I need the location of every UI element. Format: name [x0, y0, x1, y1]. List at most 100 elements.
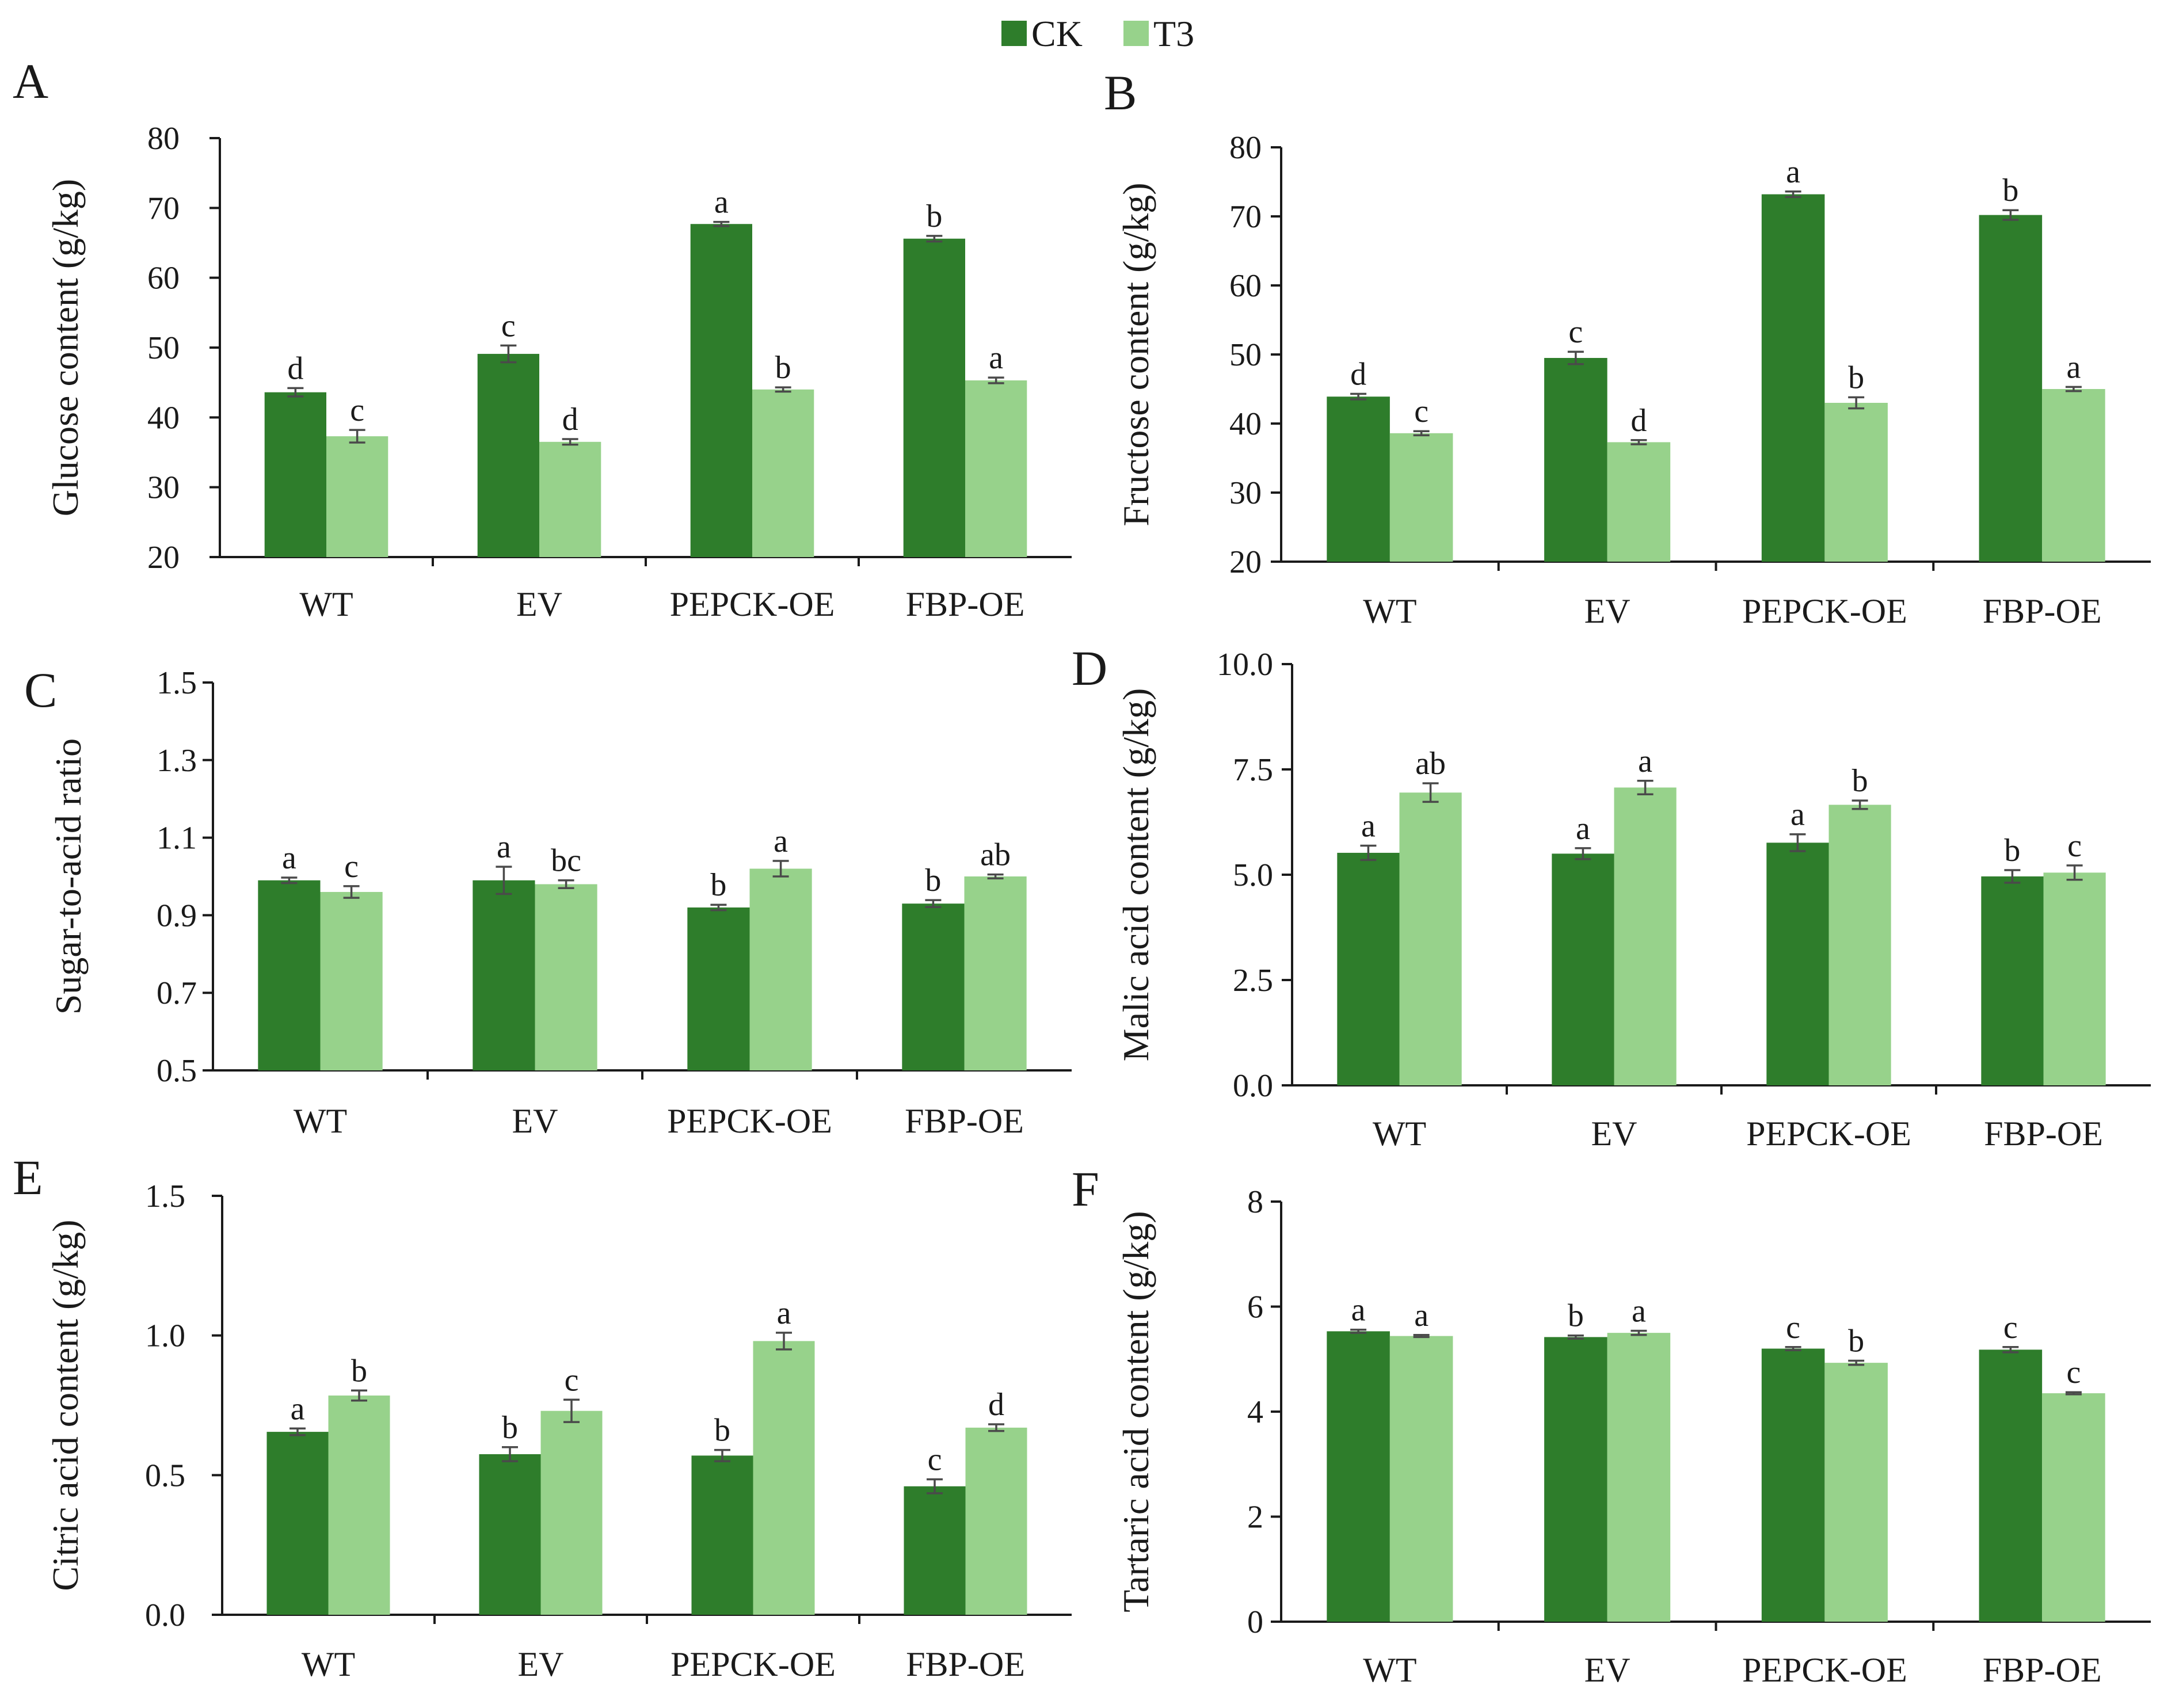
bar-T3-FBP-OE: [2042, 389, 2105, 562]
y-tick-label: 1.1: [157, 821, 197, 856]
chart-panel-D: D 0.0 2.5 5.0 7.5 10.0 Malic acid content (g/k…: [1072, 640, 2151, 1153]
x-category-label: FBP-OE: [906, 1645, 1025, 1683]
bar-CK-WT: [264, 392, 326, 557]
panel-letter: A: [13, 54, 48, 109]
x-category-label: EV: [1584, 1651, 1631, 1689]
x-category-label: FBP-OE: [1983, 592, 2102, 630]
bar-T3-WT: [328, 1396, 390, 1615]
y-tick-label: 80: [1229, 130, 1262, 166]
significance-label: a: [291, 1391, 305, 1427]
panel-letter: B: [1104, 65, 1137, 120]
bar-CK-PEPCK-OE: [690, 224, 752, 557]
significance-label: a: [989, 340, 1003, 376]
x-category-label: PEPCK-OE: [671, 1645, 836, 1683]
significance-label: b: [2004, 833, 2020, 868]
x-category-label: WT: [299, 585, 353, 623]
y-tick-label: 70: [147, 190, 180, 226]
bar-CK-WT: [1337, 852, 1400, 1085]
bar-T3-PEPCK-OE: [752, 389, 814, 557]
significance-label: a: [1786, 154, 1800, 190]
significance-label: b: [1568, 1298, 1584, 1334]
significance-label: b: [502, 1410, 518, 1446]
bar-CK-PEPCK-OE: [1766, 842, 1829, 1085]
bar-T3-PEPCK-OE: [753, 1341, 815, 1615]
bar-T3-PEPCK-OE: [749, 868, 812, 1070]
significance-label: b: [1848, 360, 1864, 395]
bar-CK-EV: [473, 880, 535, 1070]
significance-label: a: [1414, 1298, 1428, 1333]
y-tick-label: 1.5: [145, 1179, 185, 1214]
panel-letter: D: [1072, 640, 1107, 696]
bar-T3-EV: [1614, 787, 1677, 1085]
chart-panel-C: C 0.5 0.7 0.9 1.1 1.3 1.5 Sugar-to-acid ratio WT…: [24, 662, 1072, 1140]
y-tick-label: 40: [1229, 406, 1262, 442]
y-tick-label: 50: [147, 330, 180, 366]
significance-label: ab: [1415, 746, 1446, 781]
x-category-label: PEPCK-OE: [1742, 1651, 1907, 1689]
significance-label: a: [1638, 744, 1652, 779]
y-tick-label: 2: [1247, 1500, 1263, 1535]
significance-label: b: [1852, 763, 1868, 799]
significance-label: d: [287, 350, 303, 386]
x-category-label: EV: [518, 1645, 564, 1683]
x-category-label: FBP-OE: [1983, 1651, 2102, 1689]
bar-CK-WT: [1327, 1331, 1390, 1622]
x-category-label: WT: [302, 1645, 355, 1683]
bar-T3-WT: [326, 436, 388, 557]
x-category-label: EV: [512, 1102, 558, 1140]
bar-CK-EV: [1544, 1337, 1607, 1622]
y-tick-label: 7.5: [1233, 752, 1273, 788]
bar-CK-PEPCK-OE: [691, 1455, 753, 1615]
y-tick-label: 8: [1247, 1184, 1263, 1220]
bar-T3-FBP-OE: [2042, 1393, 2105, 1622]
legend-swatch-T3: [1123, 21, 1149, 46]
y-tick-label: 40: [147, 400, 180, 436]
bar-T3-PEPCK-OE: [1824, 403, 1888, 562]
bar-T3-WT: [1389, 433, 1453, 562]
chart-panel-F: F 0 2 4 6 8 Tartaric acid content (g/kg) WT a a EV…: [1072, 1161, 2151, 1689]
y-tick-label: 0.5: [145, 1458, 185, 1493]
bar-T3-FBP-OE: [965, 1427, 1027, 1615]
significance-label: c: [565, 1362, 579, 1398]
x-category-label: PEPCK-OE: [667, 1102, 832, 1140]
bar-CK-EV: [477, 353, 539, 557]
significance-label: d: [1631, 403, 1647, 439]
bar-CK-FBP-OE: [1979, 1349, 2043, 1622]
significance-label: ab: [980, 837, 1011, 873]
significance-label: c: [1414, 394, 1428, 429]
panel-letter: F: [1072, 1161, 1099, 1217]
bar-T3-EV: [539, 441, 601, 557]
legend-label-T3: T3: [1153, 13, 1194, 54]
y-tick-label: 1.5: [157, 665, 197, 701]
y-tick-label: 6: [1247, 1290, 1263, 1325]
significance-label: c: [2066, 1355, 2081, 1390]
y-tick-label: 0.0: [145, 1598, 185, 1633]
significance-label: a: [1791, 797, 1805, 833]
significance-label: c: [501, 308, 516, 344]
legend: CK T3: [1001, 13, 1194, 54]
bar-T3-EV: [1607, 1333, 1671, 1622]
significance-label: c: [928, 1442, 942, 1478]
bar-T3-EV: [1607, 442, 1671, 562]
significance-label: b: [2002, 173, 2018, 208]
x-category-label: EV: [516, 585, 562, 623]
bar-T3-FBP-OE: [965, 380, 1027, 557]
significance-label: d: [1350, 356, 1366, 392]
bar-CK-EV: [479, 1454, 541, 1615]
y-axis-title: Fructose content (g/kg): [1115, 182, 1156, 526]
legend-swatch-CK: [1001, 21, 1027, 46]
x-category-label: PEPCK-OE: [670, 585, 835, 623]
bar-CK-PEPCK-OE: [687, 907, 750, 1070]
x-category-label: WT: [294, 1102, 347, 1140]
y-tick-label: 70: [1229, 199, 1262, 235]
bar-CK-EV: [1544, 358, 1607, 562]
significance-label: a: [282, 840, 296, 876]
x-category-label: FBP-OE: [1984, 1115, 2103, 1153]
significance-label: c: [2067, 828, 2082, 864]
significance-label: bc: [551, 843, 581, 879]
y-tick-label: 80: [147, 121, 180, 157]
y-tick-label: 30: [147, 470, 180, 506]
significance-label: a: [1576, 811, 1590, 847]
significance-label: d: [562, 402, 578, 437]
